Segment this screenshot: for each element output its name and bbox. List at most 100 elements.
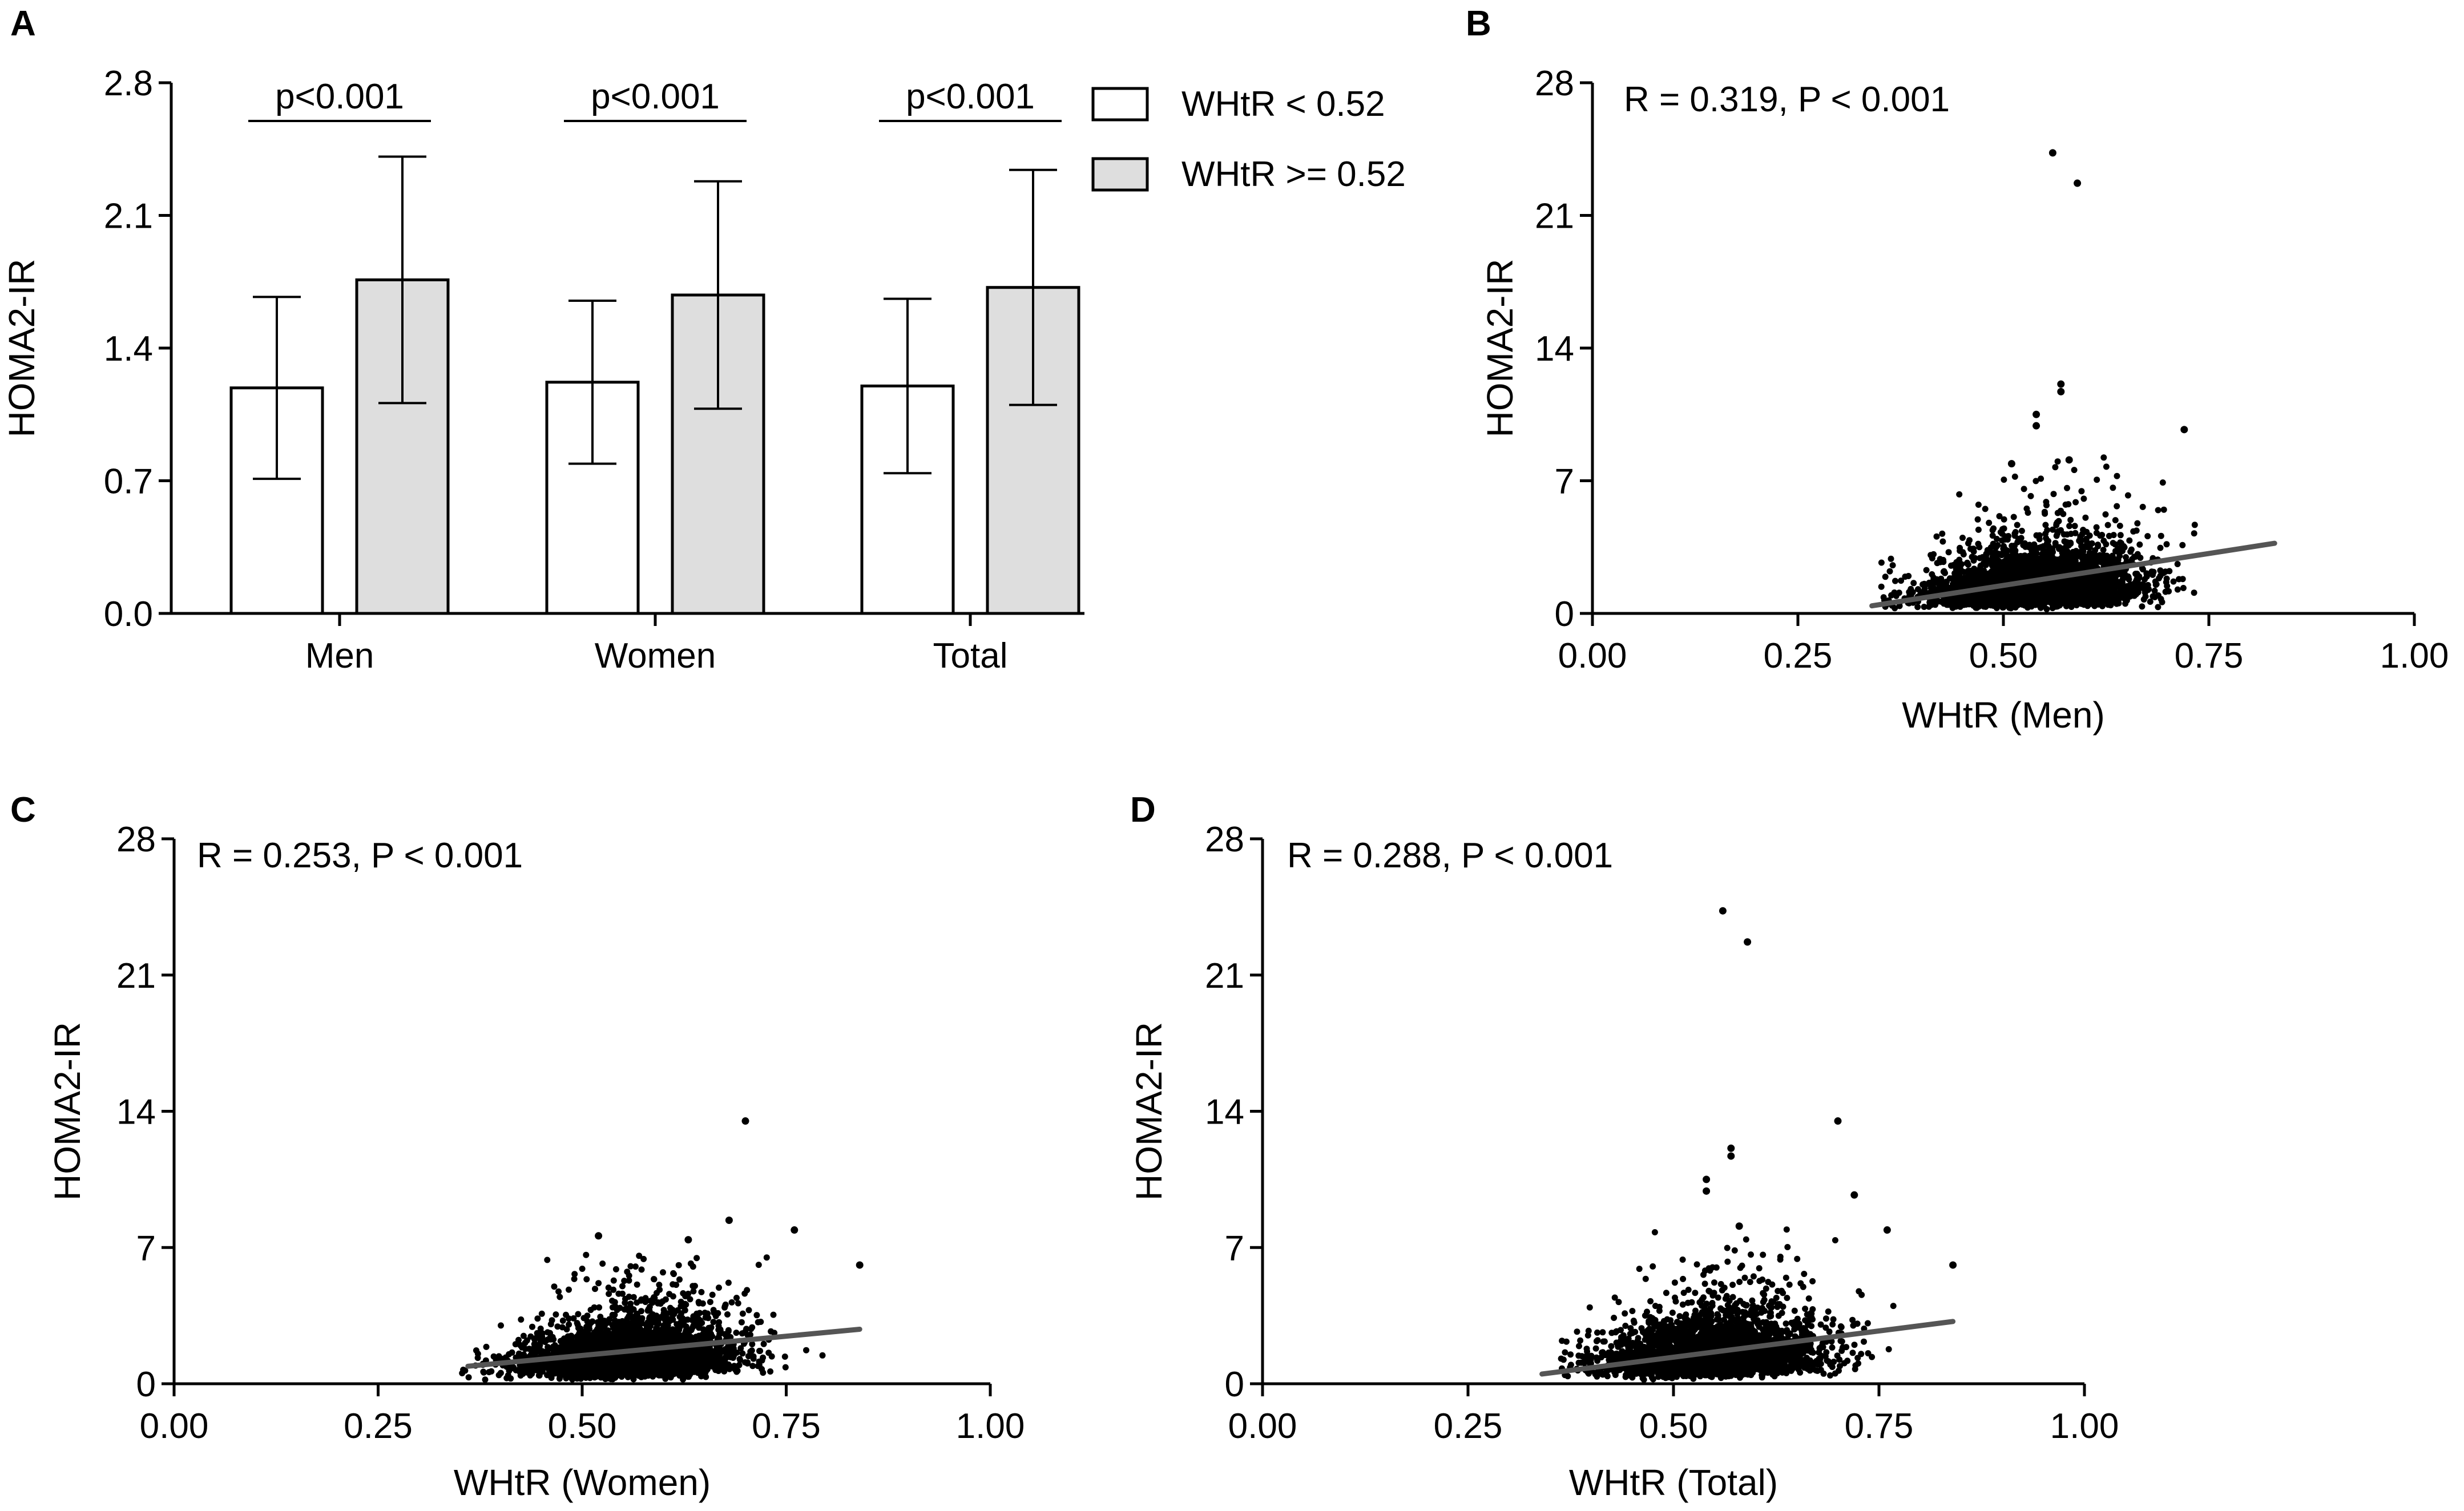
data-point: [2179, 542, 2186, 548]
data-point: [2001, 569, 2008, 576]
data-point: [1898, 577, 1905, 584]
y-tick-label: 0: [1555, 595, 1574, 634]
data-point: [2166, 568, 2173, 575]
data-point: [2133, 591, 2140, 597]
data-point: [1982, 506, 1989, 512]
data-point: [2045, 542, 2052, 549]
data-point: [1962, 575, 1969, 581]
data-point: [1977, 555, 1983, 561]
data-point: [2043, 535, 2050, 542]
y-tick-label: 2.8: [104, 64, 153, 103]
x-tick-label: 0.25: [1764, 636, 1833, 676]
data-point: [2064, 484, 2070, 491]
data-point: [1982, 577, 1989, 584]
data-point: [2096, 585, 2103, 592]
outlier-point: [2007, 460, 2015, 468]
data-point: [2103, 541, 2110, 548]
data-point: [2011, 530, 2018, 537]
data-point: [2044, 548, 2051, 555]
data-point: [2004, 554, 2011, 561]
x-tick-label: 0.75: [2175, 636, 2244, 676]
data-point: [2018, 527, 2025, 534]
data-point: [2000, 546, 2007, 552]
data-point: [2104, 522, 2111, 528]
data-point: [2147, 599, 2154, 605]
data-point: [2052, 568, 2058, 575]
data-point: [2152, 581, 2159, 588]
data-point: [654, 1290, 660, 1296]
data-point: [2060, 531, 2067, 538]
data-point: [2170, 578, 2177, 585]
data-point: [1953, 603, 1959, 610]
data-point: [656, 1282, 663, 1288]
data-point: [1965, 540, 1971, 547]
data-point: [2042, 522, 2049, 528]
data-point: [2072, 593, 2079, 600]
data-point: [2076, 579, 2082, 585]
data-point: [1974, 516, 1981, 523]
data-point: [2140, 581, 2147, 588]
data-point: [1889, 562, 1896, 569]
data-point: [1954, 563, 1961, 569]
data-point: [1991, 591, 1998, 597]
data-point: [2155, 507, 2161, 514]
data-point: [2021, 486, 2027, 492]
data-point: [611, 1299, 618, 1306]
data-point: [2063, 603, 2070, 609]
data-point: [1878, 583, 1885, 590]
y-tick-label: 21: [116, 956, 156, 996]
data-point: [2191, 589, 2197, 596]
data-point: [2014, 522, 2021, 528]
data-point: [2066, 557, 2072, 564]
data-point: [2119, 572, 2126, 579]
data-point: [2033, 478, 2039, 484]
y-tick-label: 28: [116, 820, 156, 859]
data-point: [2071, 467, 2078, 474]
data-point: [2005, 533, 2012, 539]
data-point: [2098, 559, 2104, 565]
data-point: [2080, 527, 2087, 534]
data-point: [2055, 518, 2062, 524]
data-point: [2052, 464, 2059, 471]
data-point: [2092, 547, 2099, 554]
data-point: [2103, 463, 2110, 470]
data-point: [2037, 571, 2044, 577]
data-point: [1878, 559, 1885, 566]
data-point: [2126, 537, 2133, 544]
p-value-annotation: p<0.001: [591, 77, 720, 116]
p-value-annotation: p<0.001: [906, 77, 1035, 116]
y-axis-title: HOMA2-IR: [47, 1022, 88, 1201]
data-point: [1942, 569, 1948, 576]
data-point: [1959, 535, 1966, 541]
data-point: [2116, 595, 2123, 601]
x-category-label: Men: [305, 636, 374, 676]
data-point: [1975, 502, 1982, 508]
data-point: [1956, 491, 1963, 498]
data-point: [2042, 510, 2048, 517]
data-point: [2114, 472, 2120, 479]
data-point: [725, 1279, 732, 1286]
y-tick-label: 7: [136, 1229, 156, 1268]
data-point: [2155, 604, 2161, 611]
data-point: [2115, 600, 2122, 607]
data-point: [1996, 599, 2003, 606]
data-point: [2056, 546, 2062, 552]
data-point: [2026, 600, 2033, 607]
data-point: [529, 1323, 535, 1330]
data-point: [612, 1266, 619, 1272]
data-point: [1996, 513, 2003, 520]
data-point: [2134, 520, 2141, 527]
data-point: [1957, 544, 1963, 551]
data-point: [2001, 516, 2007, 523]
data-point: [2052, 540, 2059, 547]
data-point: [2104, 589, 2111, 596]
data-point: [2005, 561, 2012, 568]
data-point: [2060, 592, 2067, 599]
data-point: [753, 1312, 760, 1319]
data-point: [2075, 564, 2082, 571]
data-point: [2038, 562, 2044, 569]
data-point: [566, 1315, 572, 1322]
data-point: [2094, 476, 2100, 483]
